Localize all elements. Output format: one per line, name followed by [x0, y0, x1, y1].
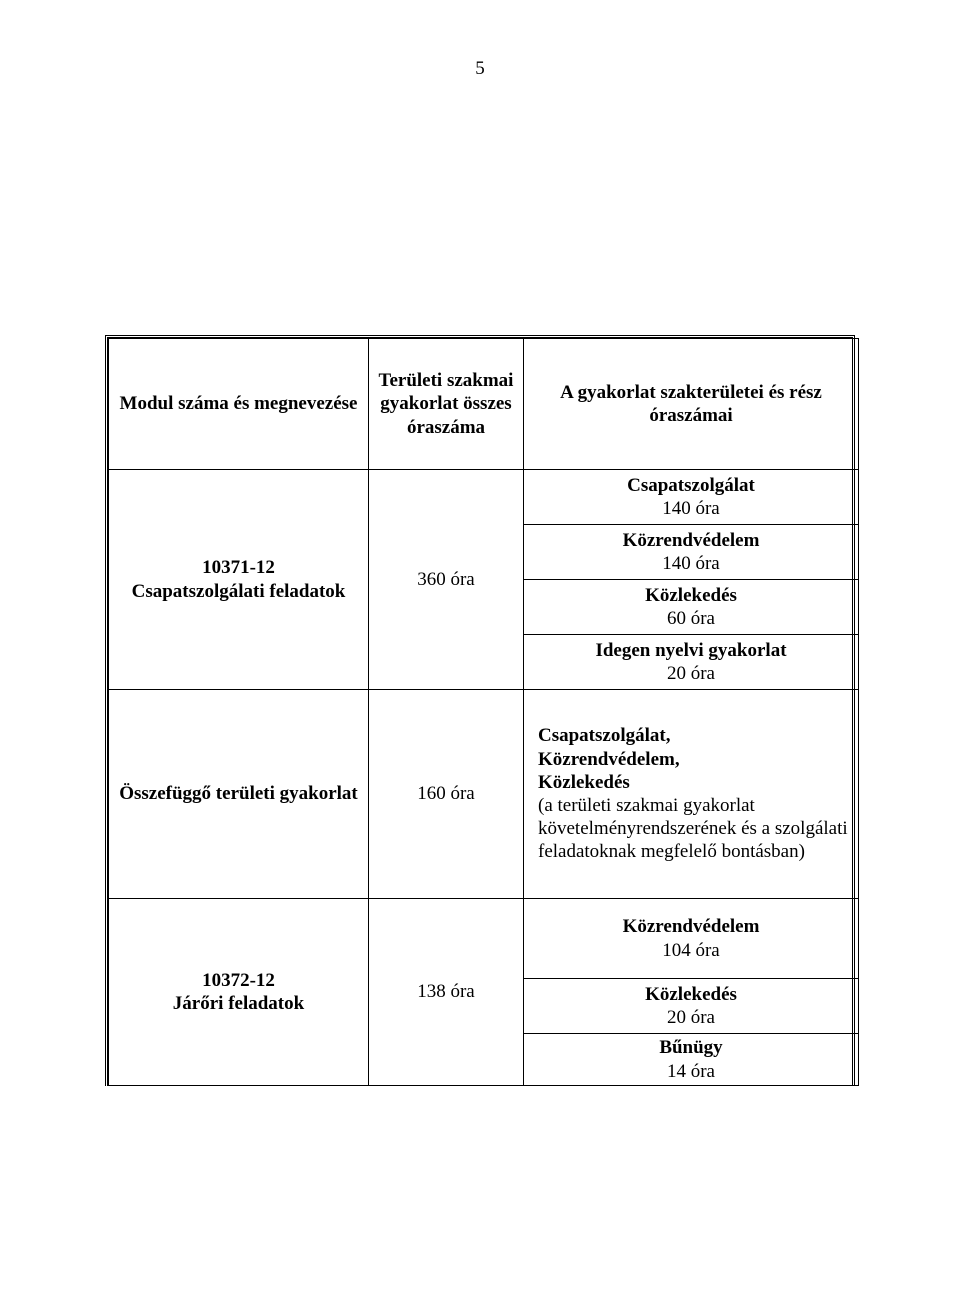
module1-col2: 360 óra	[369, 470, 524, 690]
module3-col2: 138 óra	[369, 899, 524, 1086]
module1-hours: 360 óra	[369, 566, 523, 593]
module2-bold0: Csapatszolgálat,	[538, 725, 670, 746]
page-number: 5	[0, 58, 960, 80]
module1-col1: 10371-12 Csapatszolgálati feladatok	[109, 470, 369, 690]
module3-detail2: Bűnügy 14 óra	[524, 1034, 859, 1086]
module3-hours: 138 óra	[369, 978, 523, 1005]
module1-name: Csapatszolgálati feladatok	[132, 581, 346, 602]
row0-title: Csapatszolgálat	[627, 475, 755, 496]
module3-name: Járőri feladatok	[173, 993, 304, 1014]
module3-detail1-title: Közlekedés	[645, 984, 737, 1005]
row0-col3-text: Csapatszolgálat 140 óra	[524, 472, 858, 522]
header-col1-text: Modul száma és megnevezése	[109, 390, 368, 417]
module2-col1: Összefüggő területi gyakorlat	[109, 690, 369, 899]
row0-value: 140 óra	[662, 498, 720, 519]
module3-code: 10372-12	[202, 970, 275, 991]
module3-detail2-value: 14 óra	[667, 1061, 715, 1082]
header-col2: Területi szakmai gyakorlat összes óraszá…	[369, 339, 524, 470]
header-col3-text: A gyakorlat szakterületei és rész óraszá…	[524, 379, 858, 429]
module1-detail1: Közlekedés 60 óra	[524, 580, 859, 635]
module1-detail1-title: Közlekedés	[645, 585, 737, 606]
module3-detail0-title: Közrendvédelem	[623, 916, 760, 937]
module1-detail2: Idegen nyelvi gyakorlat 20 óra	[524, 635, 859, 690]
module1-detail0-value: 140 óra	[662, 553, 720, 574]
module2-bold2: Közlekedés	[538, 772, 630, 793]
module3-col1: 10372-12 Járőri feladatok	[109, 899, 369, 1086]
main-table: Modul száma és megnevezése Területi szak…	[105, 335, 855, 1086]
module1-detail1-value: 60 óra	[667, 608, 715, 629]
module2-col2: 160 óra	[369, 690, 524, 899]
module3-label: 10372-12 Járőri feladatok	[109, 967, 368, 1017]
row0-col3: Csapatszolgálat 140 óra	[524, 470, 859, 525]
module3-detail0-value: 104 óra	[662, 940, 720, 961]
module1-detail2-title: Idegen nyelvi gyakorlat	[595, 640, 786, 661]
header-col3: A gyakorlat szakterületei és rész óraszá…	[524, 339, 859, 470]
module2-plain: (a területi szakmai gyakorlat követelmén…	[538, 795, 848, 862]
module1-detail0-title: Közrendvédelem	[623, 530, 760, 551]
module3-detail0: Közrendvédelem 104 óra	[524, 899, 859, 979]
module2-bold1: Közrendvédelem,	[538, 749, 680, 770]
module2-hours: 160 óra	[369, 780, 523, 807]
module1-label: 10371-12 Csapatszolgálati feladatok	[109, 554, 368, 604]
module1-detail0: Közrendvédelem 140 óra	[524, 525, 859, 580]
module2-label: Összefüggő területi gyakorlat	[109, 780, 368, 807]
module2-col3: Csapatszolgálat, Közrendvédelem, Közleke…	[524, 690, 859, 899]
module3-detail2-title: Bűnügy	[659, 1037, 722, 1058]
module1-detail2-value: 20 óra	[667, 663, 715, 684]
table: Modul száma és megnevezése Területi szak…	[108, 338, 859, 1086]
module1-code: 10371-12	[202, 557, 275, 578]
header-col2-text: Területi szakmai gyakorlat összes óraszá…	[369, 367, 523, 441]
module3-detail1: Közlekedés 20 óra	[524, 979, 859, 1034]
module3-detail1-value: 20 óra	[667, 1007, 715, 1028]
header-col1: Modul száma és megnevezése	[109, 339, 369, 470]
